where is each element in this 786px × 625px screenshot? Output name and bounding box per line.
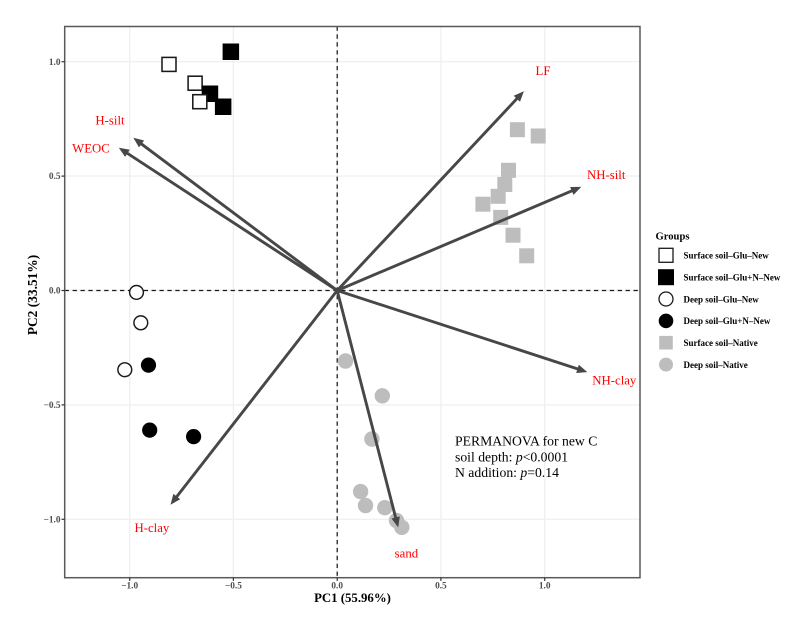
svg-text:1.0: 1.0	[49, 58, 61, 68]
svg-text:1.0: 1.0	[539, 581, 551, 591]
svg-text:Deep soil–Native: Deep soil–Native	[684, 360, 748, 370]
svg-text:−0.5: −0.5	[44, 401, 61, 411]
svg-text:NH-clay: NH-clay	[592, 374, 637, 388]
svg-text:WEOC: WEOC	[72, 142, 110, 156]
svg-text:NH-silt: NH-silt	[587, 168, 626, 182]
svg-text:H-silt: H-silt	[95, 114, 125, 128]
svg-text:Surface soil–Glu+N–New: Surface soil–Glu+N–New	[684, 273, 781, 283]
svg-text:−1.0: −1.0	[121, 581, 138, 591]
svg-text:0.0: 0.0	[49, 287, 61, 297]
svg-text:Surface soil–Glu–New: Surface soil–Glu–New	[684, 251, 770, 261]
svg-text:Deep soil–Glu+N–New: Deep soil–Glu+N–New	[684, 316, 771, 326]
svg-text:N addition: p=0.14: N addition: p=0.14	[455, 465, 559, 480]
svg-text:PC2 (33.51%): PC2 (33.51%)	[25, 255, 40, 335]
svg-text:−0.5: −0.5	[225, 581, 242, 591]
svg-text:sand: sand	[395, 547, 419, 561]
svg-text:soil depth: p<0.0001: soil depth: p<0.0001	[455, 449, 568, 464]
svg-text:0.5: 0.5	[435, 581, 447, 591]
svg-text:LF: LF	[536, 64, 551, 78]
svg-text:H-clay: H-clay	[134, 521, 169, 535]
svg-text:Deep soil–Glu–New: Deep soil–Glu–New	[684, 294, 760, 304]
svg-text:PERMANOVA for new C: PERMANOVA for new C	[455, 434, 597, 449]
svg-text:−1.0: −1.0	[44, 515, 61, 525]
svg-text:0.5: 0.5	[49, 172, 61, 182]
svg-text:0.0: 0.0	[331, 581, 343, 591]
svg-text:Surface soil–Native: Surface soil–Native	[684, 338, 758, 348]
svg-text:Groups: Groups	[656, 231, 690, 242]
svg-text:PC1 (55.96%): PC1 (55.96%)	[314, 591, 391, 605]
